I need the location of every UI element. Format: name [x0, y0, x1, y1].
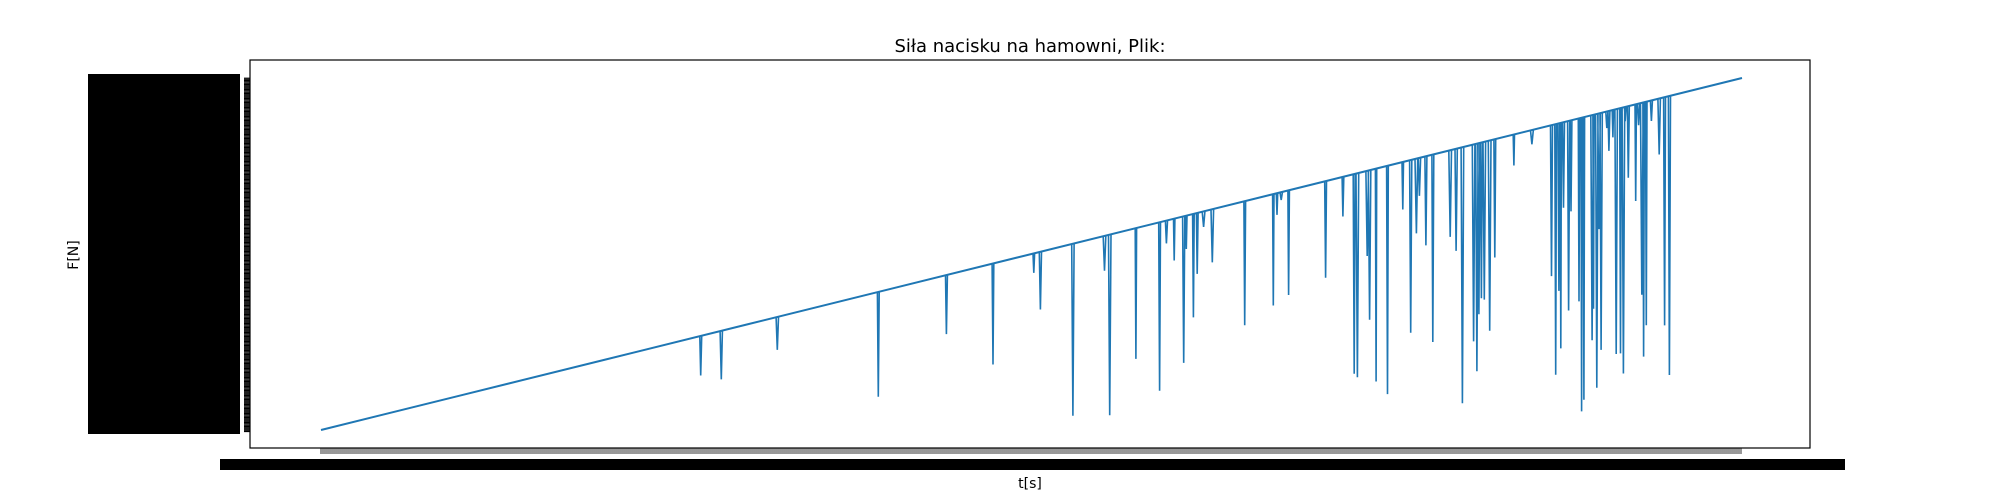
series-spikes: [699, 96, 1672, 416]
x-tick-marks: [320, 448, 1742, 454]
x-axis-tick-labels: [220, 459, 1845, 470]
series-line: [320, 77, 1743, 431]
y-tick-label-band: [88, 74, 240, 434]
x-axis-ticks: [320, 448, 1742, 454]
x-axis-label: t[s]: [1018, 476, 1042, 492]
series-layer: [320, 77, 1743, 431]
y-axis-label: F[N]: [66, 240, 82, 269]
chart-title: Siła nacisku na hamowni, Plik:: [894, 36, 1165, 57]
x-tick-label-band: [220, 459, 1845, 470]
y-tick-marks: [244, 77, 250, 433]
y-axis-ticks: [244, 77, 250, 433]
y-axis-tick-labels: [88, 74, 240, 434]
